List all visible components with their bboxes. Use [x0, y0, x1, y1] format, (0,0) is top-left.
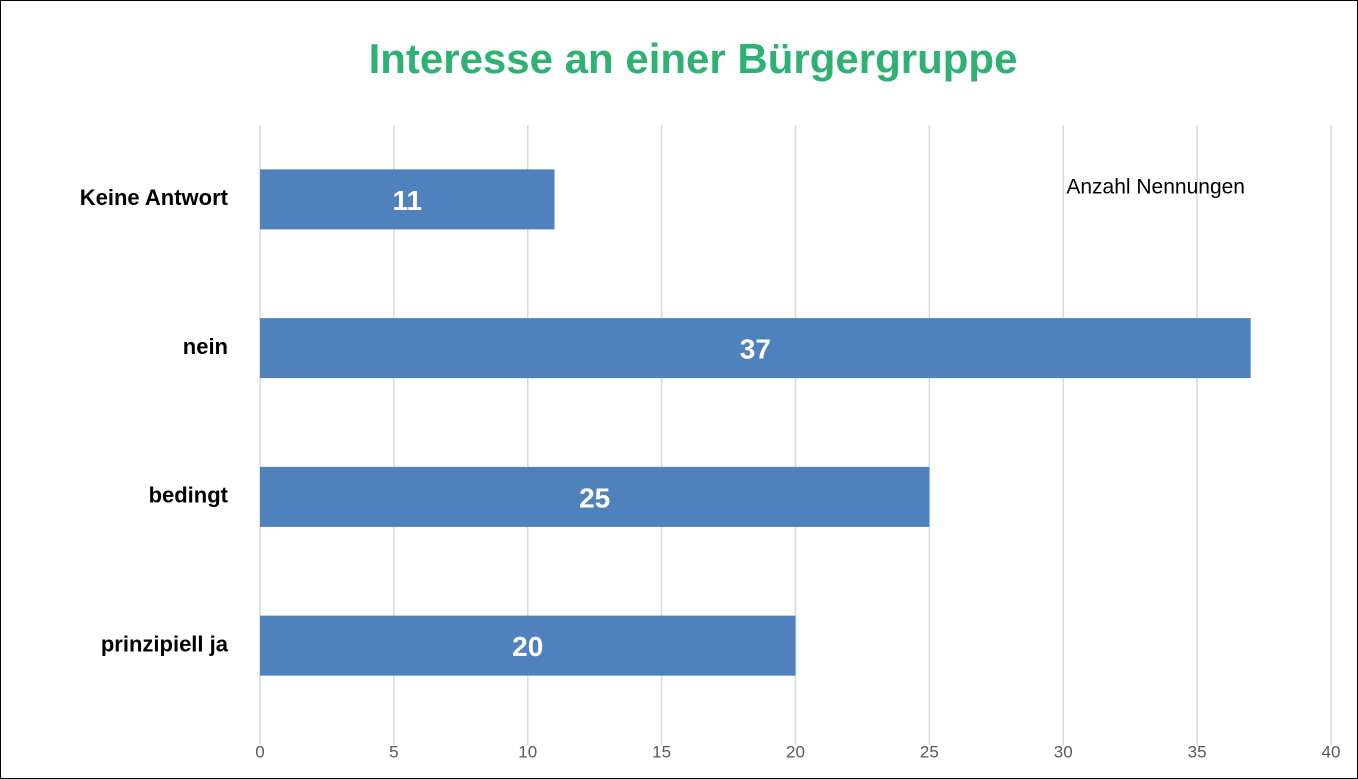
chart-title: Interesse an einer Bürgergruppe — [369, 35, 1018, 82]
x-tick-label: 15 — [652, 742, 671, 761]
x-tick-label: 35 — [1188, 742, 1207, 761]
x-tick-label: 30 — [1054, 742, 1073, 761]
y-tick-label: bedingt — [149, 483, 229, 508]
y-tick-label: prinzipiell ja — [101, 631, 229, 656]
x-tick-label: 25 — [920, 742, 939, 761]
data-label: 20 — [512, 631, 543, 662]
bar — [260, 169, 555, 230]
x-tick-label: 20 — [786, 742, 805, 761]
x-tick-label: 40 — [1322, 742, 1341, 761]
legend-label: Anzahl Nennungen — [1066, 176, 1245, 199]
x-tick-label: 0 — [255, 742, 264, 761]
y-tick-label: Keine Antwort — [80, 185, 229, 210]
x-tick-label: 10 — [518, 742, 537, 761]
data-label: 11 — [392, 185, 422, 216]
bar — [260, 318, 1251, 379]
x-tick-label: 5 — [389, 742, 398, 761]
y-tick-label: nein — [183, 334, 228, 359]
data-label: 25 — [579, 482, 610, 513]
bar — [260, 466, 930, 527]
bar — [260, 615, 796, 676]
data-label: 37 — [740, 334, 771, 365]
